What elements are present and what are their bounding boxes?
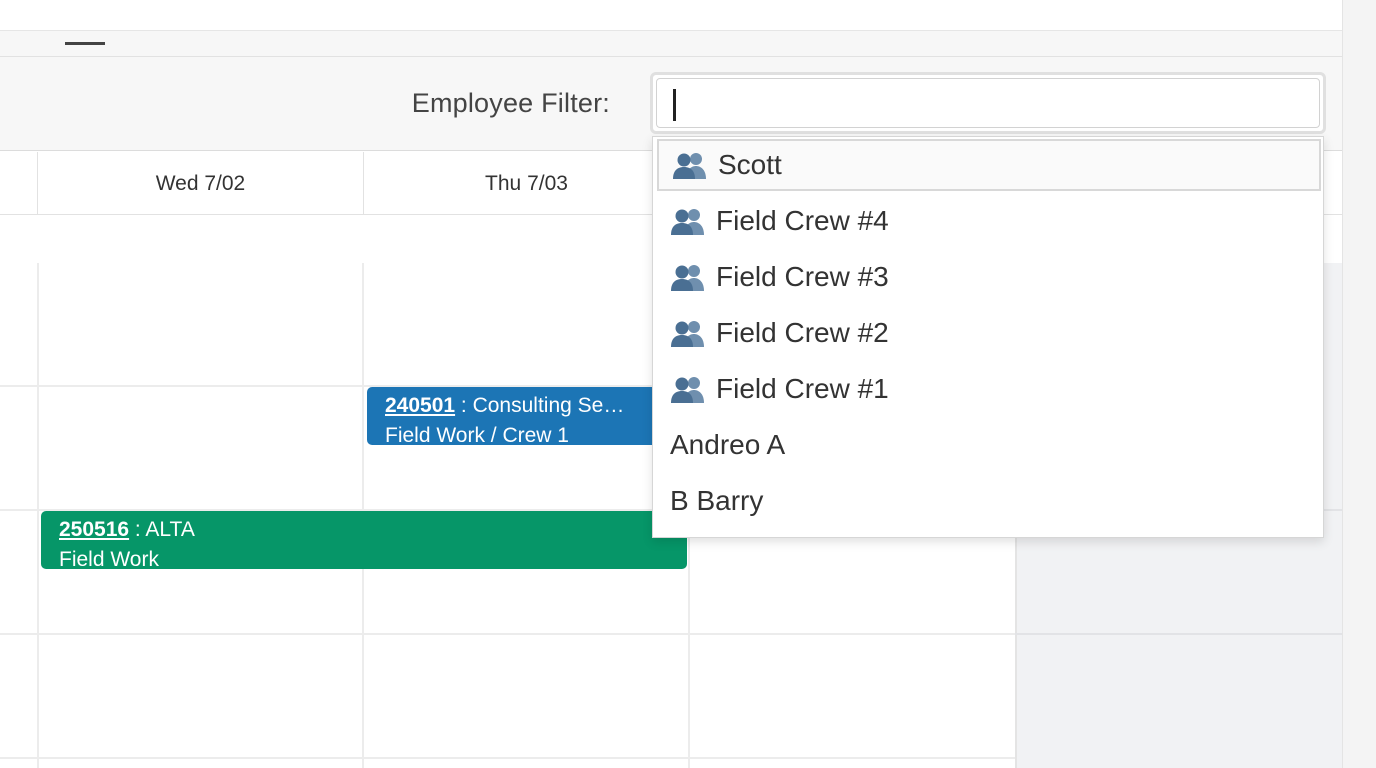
event-title-line: 250516 : ALTA: [59, 515, 669, 545]
event-subtitle: Field Work / Crew 1: [385, 424, 569, 445]
column-header-wed[interactable]: Wed 7/02: [37, 152, 363, 215]
employee-filter-dropdown: Scott Field Crew #4 Field Crew #3 Field …: [652, 136, 1324, 538]
event-title: : ALTA: [129, 518, 195, 541]
dropdown-option-field-crew-4[interactable]: Field Crew #4: [653, 193, 1323, 249]
employee-filter-input[interactable]: [656, 78, 1320, 128]
grid-row-divider: [0, 385, 1015, 387]
option-label: Field Crew #2: [716, 317, 889, 348]
text-cursor: [673, 89, 676, 121]
filter-bar: Employee Filter:: [0, 57, 1342, 151]
option-label: Field Crew #3: [716, 261, 889, 292]
tab-strip: [0, 31, 1342, 57]
group-icon: [670, 374, 706, 404]
group-icon: [670, 206, 706, 236]
option-label: B Barry: [670, 485, 764, 516]
column-header-thu[interactable]: Thu 7/03: [363, 152, 689, 215]
option-label: Field Crew #1: [716, 373, 889, 404]
dropdown-option-scott[interactable]: Scott: [657, 139, 1321, 191]
vertical-scrollbar[interactable]: [1342, 0, 1376, 768]
grid-row-divider: [0, 509, 1015, 511]
dropdown-option-b-barry[interactable]: B Barry: [653, 473, 1323, 529]
option-label: Andreo A: [670, 429, 786, 460]
event-title: : Consulting Se…: [455, 394, 625, 417]
dropdown-option-andreo-a[interactable]: Andreo A: [653, 417, 1323, 473]
employee-filter-field[interactable]: [650, 72, 1326, 134]
event-240501[interactable]: 240501 : Consulting Se… Field Work / Cre…: [367, 387, 667, 445]
grid-row-divider: [1015, 633, 1342, 635]
dropdown-option-field-crew-2[interactable]: Field Crew #2: [653, 305, 1323, 361]
event-job-link[interactable]: 240501: [385, 394, 456, 417]
grid-divider: [37, 263, 39, 768]
group-icon: [670, 318, 706, 348]
event-subtitle: Field Work: [59, 548, 159, 569]
grid-row-divider: [0, 633, 1015, 635]
option-label: Field Crew #4: [716, 205, 889, 236]
event-250516[interactable]: 250516 : ALTA Field Work: [41, 511, 687, 569]
option-label: Scott: [718, 149, 782, 180]
dropdown-option-field-crew-3[interactable]: Field Crew #3: [653, 249, 1323, 305]
event-job-link[interactable]: 250516: [59, 518, 130, 541]
employee-filter-label: Employee Filter:: [411, 88, 610, 118]
group-icon: [670, 262, 706, 292]
event-title-line: 240501 : Consulting Se…: [385, 391, 649, 421]
active-tab-indicator[interactable]: [65, 42, 105, 45]
top-toolbar: [0, 0, 1342, 31]
group-icon: [672, 150, 708, 180]
dropdown-option-field-crew-1[interactable]: Field Crew #1: [653, 361, 1323, 417]
grid-row-divider: [0, 757, 1015, 759]
